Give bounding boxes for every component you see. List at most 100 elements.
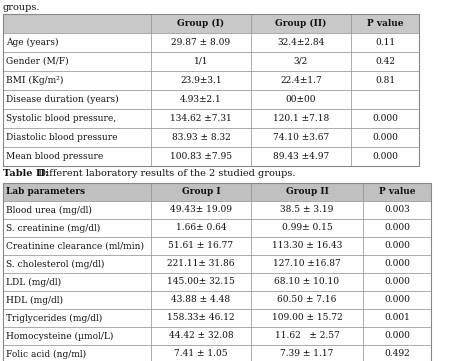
Text: 145.00± 32.15: 145.00± 32.15	[167, 278, 235, 287]
Text: 0.000: 0.000	[372, 114, 398, 123]
Text: Mean blood pressure: Mean blood pressure	[6, 152, 103, 161]
Bar	[151, 219, 251, 237]
Text: 0.000: 0.000	[384, 278, 410, 287]
Bar	[151, 255, 251, 273]
Text: Homocysteine (µmol/L): Homocysteine (µmol/L)	[6, 331, 113, 340]
Bar	[251, 273, 363, 291]
Text: 0.81: 0.81	[375, 76, 395, 85]
Text: 120.1 ±7.18: 120.1 ±7.18	[273, 114, 329, 123]
Bar	[363, 291, 431, 309]
Bar	[3, 14, 419, 166]
Bar	[3, 273, 151, 291]
Text: Disease duration (years): Disease duration (years)	[6, 95, 118, 104]
Bar	[3, 14, 151, 33]
Text: 109.00 ± 15.72: 109.00 ± 15.72	[272, 313, 342, 322]
Text: Triglycerides (mg/dl): Triglycerides (mg/dl)	[6, 313, 102, 323]
Text: HDL (mg/dl): HDL (mg/dl)	[6, 295, 63, 305]
Bar	[363, 309, 431, 327]
Bar	[151, 237, 251, 255]
Text: 1.66± 0.64: 1.66± 0.64	[176, 223, 226, 232]
Bar	[251, 255, 363, 273]
Bar	[151, 147, 251, 166]
Text: P value: P value	[379, 187, 415, 196]
Bar	[251, 109, 351, 128]
Text: 0.42: 0.42	[375, 57, 395, 66]
Bar	[251, 219, 363, 237]
Text: Different laboratory results of the 2 studied groups.: Different laboratory results of the 2 st…	[35, 169, 295, 178]
Bar	[3, 201, 151, 219]
Bar	[3, 128, 151, 147]
Text: 49.43± 19.09: 49.43± 19.09	[170, 205, 232, 214]
Bar	[3, 291, 151, 309]
Bar	[251, 128, 351, 147]
Bar	[3, 33, 151, 52]
Text: 89.43 ±4.97: 89.43 ±4.97	[273, 152, 329, 161]
Bar	[3, 90, 151, 109]
Bar	[3, 237, 151, 255]
Text: Group I: Group I	[182, 187, 220, 196]
Text: 32.4±2.84: 32.4±2.84	[277, 38, 325, 47]
Bar	[251, 52, 351, 71]
Text: 127.10 ±16.87: 127.10 ±16.87	[273, 260, 341, 269]
Bar	[351, 33, 419, 52]
Text: Group (I): Group (I)	[177, 19, 225, 28]
Text: S. creatinine (mg/dl): S. creatinine (mg/dl)	[6, 223, 100, 232]
Bar	[251, 71, 351, 90]
Bar	[251, 201, 363, 219]
Text: 158.33± 46.12: 158.33± 46.12	[167, 313, 235, 322]
Bar	[251, 90, 351, 109]
Text: 60.50 ± 7.16: 60.50 ± 7.16	[277, 296, 337, 304]
Text: Creatinine clearance (ml/min): Creatinine clearance (ml/min)	[6, 242, 144, 251]
Text: S. cholesterol (mg/dl): S. cholesterol (mg/dl)	[6, 260, 104, 269]
Text: 0.001: 0.001	[384, 313, 410, 322]
Bar	[351, 147, 419, 166]
Text: 3/2: 3/2	[294, 57, 308, 66]
Bar	[3, 309, 151, 327]
Bar	[151, 183, 251, 201]
Text: 113.30 ± 16.43: 113.30 ± 16.43	[272, 242, 342, 251]
Text: 221.11± 31.86: 221.11± 31.86	[167, 260, 235, 269]
Text: 11.62   ± 2.57: 11.62 ± 2.57	[274, 331, 339, 340]
Bar	[351, 14, 419, 33]
Bar	[351, 71, 419, 90]
Bar	[363, 201, 431, 219]
Bar	[363, 345, 431, 361]
Bar	[351, 90, 419, 109]
Bar	[151, 345, 251, 361]
Text: 38.5 ± 3.19: 38.5 ± 3.19	[280, 205, 334, 214]
Bar	[351, 109, 419, 128]
Text: 0.000: 0.000	[384, 260, 410, 269]
Text: 43.88 ± 4.48: 43.88 ± 4.48	[172, 296, 230, 304]
Text: 0.000: 0.000	[384, 223, 410, 232]
Text: 74.10 ±3.67: 74.10 ±3.67	[273, 133, 329, 142]
Text: Blood urea (mg/dl): Blood urea (mg/dl)	[6, 205, 92, 214]
Text: 0.000: 0.000	[384, 331, 410, 340]
Text: Diastolic blood pressure: Diastolic blood pressure	[6, 133, 118, 142]
Text: 22.4±1.7: 22.4±1.7	[280, 76, 322, 85]
Text: Group (II): Group (II)	[275, 19, 327, 28]
Text: 68.10 ± 10.10: 68.10 ± 10.10	[274, 278, 339, 287]
Bar	[251, 327, 363, 345]
Bar	[3, 147, 151, 166]
Bar	[251, 237, 363, 255]
Bar	[351, 128, 419, 147]
Bar	[151, 14, 251, 33]
Bar	[3, 255, 151, 273]
Bar	[363, 255, 431, 273]
Text: groups.: groups.	[3, 3, 40, 12]
Text: 83.93 ± 8.32: 83.93 ± 8.32	[172, 133, 230, 142]
Bar	[251, 33, 351, 52]
Bar	[151, 71, 251, 90]
Text: 44.42 ± 32.08: 44.42 ± 32.08	[169, 331, 233, 340]
Bar	[151, 52, 251, 71]
Bar	[363, 237, 431, 255]
Bar	[151, 327, 251, 345]
Bar	[251, 14, 351, 33]
Bar	[251, 309, 363, 327]
Bar	[3, 71, 151, 90]
Text: Folic acid (ng/ml): Folic acid (ng/ml)	[6, 349, 86, 358]
Bar	[3, 183, 431, 361]
Bar	[363, 273, 431, 291]
Bar	[151, 90, 251, 109]
Bar	[363, 183, 431, 201]
